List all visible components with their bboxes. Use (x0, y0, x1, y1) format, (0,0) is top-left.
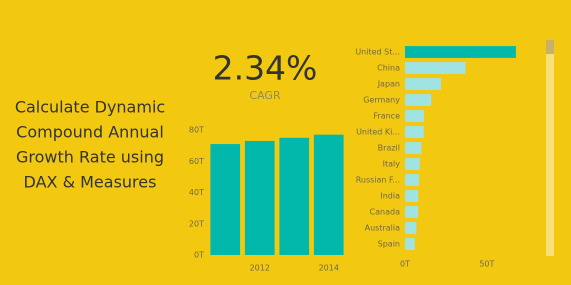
bar (279, 137, 310, 255)
kpi-label: CAGR (249, 89, 281, 102)
y-tick-label: 20T (189, 219, 204, 228)
y-tick-label: China (377, 64, 400, 73)
bar (405, 206, 419, 218)
bar (405, 126, 424, 138)
y-tick-label: 0T (194, 251, 204, 260)
bar (313, 134, 344, 255)
scroll-thumb[interactable] (546, 40, 554, 54)
bar (405, 190, 419, 202)
y-tick-label: Germany (363, 96, 400, 105)
x-tick-label: 0T (400, 260, 410, 269)
bar (405, 78, 442, 90)
headline: Calculate Dynamic Compound Annual Growth R… (15, 98, 165, 192)
bar (210, 144, 241, 255)
x-tick-label: 2012 (250, 264, 270, 273)
bar (405, 222, 417, 234)
y-tick-label: 80T (189, 126, 204, 135)
headline-line: DAX & Measures (24, 173, 157, 192)
y-tick-label: 60T (189, 157, 204, 166)
bar (244, 140, 275, 255)
headline-line: Calculate Dynamic (15, 98, 165, 117)
x-tick-label: 50T (479, 260, 494, 269)
y-tick-label: United Ki... (356, 128, 400, 137)
bar (405, 46, 516, 58)
bar (405, 238, 415, 250)
y-tick-label: United St... (355, 48, 400, 57)
bar (405, 62, 466, 74)
headline-line: Growth Rate using (16, 148, 164, 167)
y-tick-label: Russian F... (356, 176, 400, 185)
y-tick-label: Australia (365, 224, 400, 233)
bar (405, 174, 419, 186)
scrollbar[interactable] (546, 40, 554, 256)
bar (405, 158, 420, 170)
bar (405, 94, 432, 106)
kpi-value: 2.34% (213, 49, 318, 88)
y-tick-label: Canada (370, 208, 401, 217)
y-tick-label: Japan (377, 80, 400, 89)
y-tick-label: 40T (189, 188, 204, 197)
y-tick-label: India (380, 192, 400, 201)
y-tick-label: Italy (383, 160, 401, 169)
y-tick-label: Brazil (378, 144, 400, 153)
bar (405, 142, 422, 154)
y-tick-label: Spain (378, 240, 400, 249)
y-tick-label: France (373, 112, 400, 121)
bar (405, 110, 424, 122)
x-tick-label: 2014 (319, 264, 339, 273)
headline-line: Compound Annual (16, 123, 164, 142)
